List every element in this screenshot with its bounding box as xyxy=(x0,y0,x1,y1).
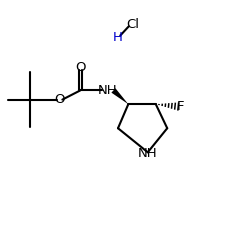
Text: F: F xyxy=(177,100,185,113)
Text: NH: NH xyxy=(98,84,118,97)
Text: O: O xyxy=(75,61,85,74)
Polygon shape xyxy=(111,88,128,104)
Text: Cl: Cl xyxy=(126,18,139,30)
Text: H: H xyxy=(113,31,123,44)
Text: O: O xyxy=(54,93,65,106)
Text: NH: NH xyxy=(138,147,158,160)
